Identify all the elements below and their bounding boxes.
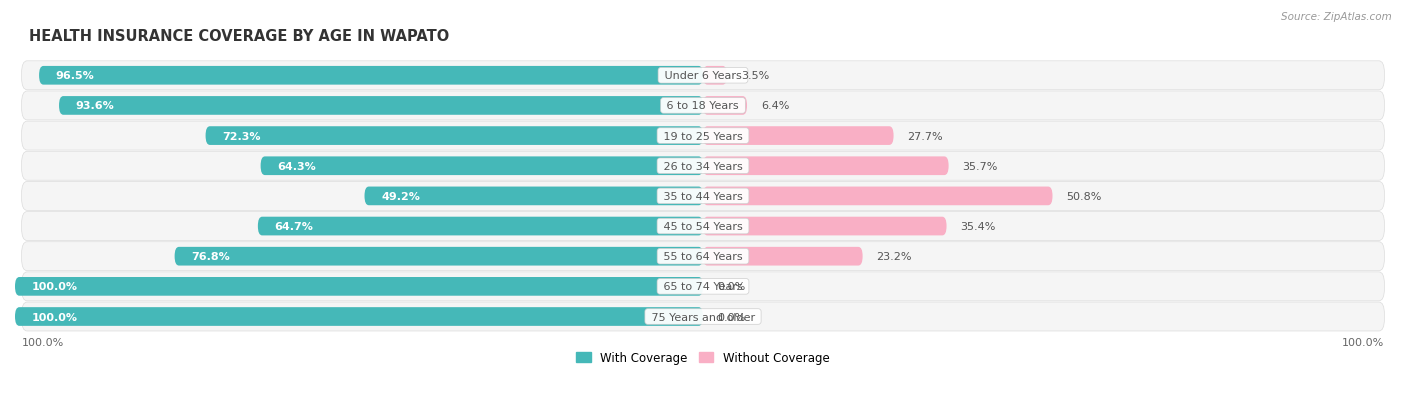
FancyBboxPatch shape bbox=[703, 97, 747, 116]
Text: 6.4%: 6.4% bbox=[761, 101, 789, 111]
Text: 65 to 74 Years: 65 to 74 Years bbox=[659, 282, 747, 292]
Legend: With Coverage, Without Coverage: With Coverage, Without Coverage bbox=[572, 346, 834, 369]
FancyBboxPatch shape bbox=[21, 272, 1385, 301]
Text: 27.7%: 27.7% bbox=[907, 131, 943, 141]
FancyBboxPatch shape bbox=[21, 152, 1385, 181]
FancyBboxPatch shape bbox=[703, 217, 946, 236]
FancyBboxPatch shape bbox=[39, 67, 703, 85]
Text: 35.7%: 35.7% bbox=[962, 161, 998, 171]
Text: 75 Years and older: 75 Years and older bbox=[648, 312, 758, 322]
FancyBboxPatch shape bbox=[21, 212, 1385, 241]
Text: 76.8%: 76.8% bbox=[191, 252, 229, 261]
Text: 35.4%: 35.4% bbox=[960, 221, 995, 232]
FancyBboxPatch shape bbox=[15, 307, 703, 326]
FancyBboxPatch shape bbox=[21, 182, 1385, 211]
FancyBboxPatch shape bbox=[703, 127, 894, 146]
FancyBboxPatch shape bbox=[174, 247, 703, 266]
Text: Source: ZipAtlas.com: Source: ZipAtlas.com bbox=[1281, 12, 1392, 22]
Text: 45 to 54 Years: 45 to 54 Years bbox=[659, 221, 747, 232]
Text: 93.6%: 93.6% bbox=[76, 101, 114, 111]
FancyBboxPatch shape bbox=[257, 217, 703, 236]
Text: 64.3%: 64.3% bbox=[277, 161, 316, 171]
FancyBboxPatch shape bbox=[21, 92, 1385, 121]
Text: 23.2%: 23.2% bbox=[876, 252, 912, 261]
FancyBboxPatch shape bbox=[364, 187, 703, 206]
Text: 100.0%: 100.0% bbox=[31, 312, 77, 322]
Text: 0.0%: 0.0% bbox=[717, 282, 745, 292]
Text: 35 to 44 Years: 35 to 44 Years bbox=[659, 192, 747, 202]
Text: 100.0%: 100.0% bbox=[22, 337, 65, 347]
FancyBboxPatch shape bbox=[205, 127, 703, 146]
FancyBboxPatch shape bbox=[21, 242, 1385, 271]
Text: 72.3%: 72.3% bbox=[222, 131, 260, 141]
FancyBboxPatch shape bbox=[703, 247, 863, 266]
Text: 26 to 34 Years: 26 to 34 Years bbox=[659, 161, 747, 171]
Text: HEALTH INSURANCE COVERAGE BY AGE IN WAPATO: HEALTH INSURANCE COVERAGE BY AGE IN WAPA… bbox=[28, 29, 449, 44]
Text: 64.7%: 64.7% bbox=[274, 221, 314, 232]
Text: 3.5%: 3.5% bbox=[741, 71, 769, 81]
FancyBboxPatch shape bbox=[59, 97, 703, 116]
Text: 49.2%: 49.2% bbox=[381, 192, 420, 202]
FancyBboxPatch shape bbox=[703, 67, 727, 85]
FancyBboxPatch shape bbox=[21, 62, 1385, 90]
FancyBboxPatch shape bbox=[21, 122, 1385, 151]
Text: 100.0%: 100.0% bbox=[1341, 337, 1384, 347]
Text: 96.5%: 96.5% bbox=[56, 71, 94, 81]
FancyBboxPatch shape bbox=[703, 157, 949, 176]
FancyBboxPatch shape bbox=[15, 278, 703, 296]
Text: 6 to 18 Years: 6 to 18 Years bbox=[664, 101, 742, 111]
FancyBboxPatch shape bbox=[21, 302, 1385, 331]
Text: 19 to 25 Years: 19 to 25 Years bbox=[659, 131, 747, 141]
FancyBboxPatch shape bbox=[703, 187, 1053, 206]
Text: 0.0%: 0.0% bbox=[717, 312, 745, 322]
Text: 50.8%: 50.8% bbox=[1066, 192, 1102, 202]
FancyBboxPatch shape bbox=[260, 157, 703, 176]
Text: Under 6 Years: Under 6 Years bbox=[661, 71, 745, 81]
Text: 55 to 64 Years: 55 to 64 Years bbox=[659, 252, 747, 261]
Text: 100.0%: 100.0% bbox=[31, 282, 77, 292]
